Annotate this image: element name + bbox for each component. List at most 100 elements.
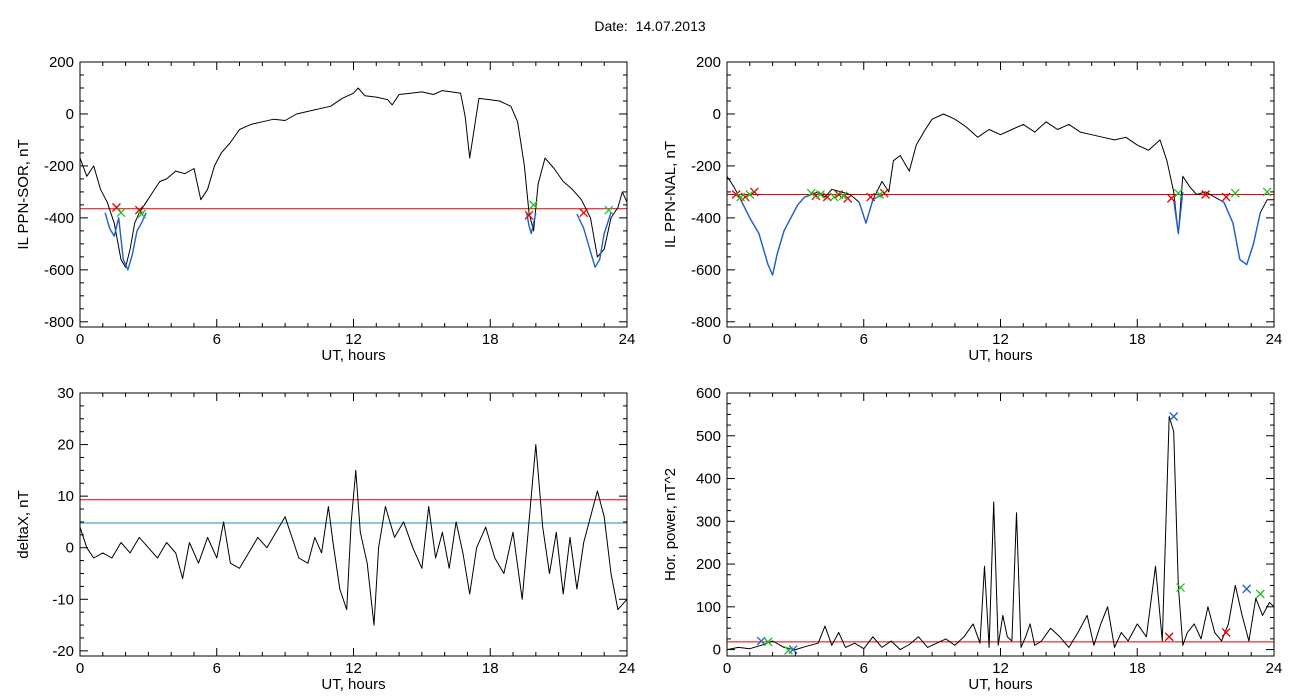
marker-green [829, 192, 839, 202]
x-tick-label: 6 [860, 660, 868, 677]
plot-area [727, 412, 1274, 655]
y-tick-label: 400 [696, 471, 721, 488]
y-tick-label: 200 [696, 556, 721, 573]
y-tick-label: 0 [713, 642, 721, 659]
series-line-blue-2 [858, 193, 883, 224]
marker-red [866, 192, 876, 202]
plot-frame [726, 392, 1275, 657]
y-tick-label: 600 [696, 385, 721, 402]
y-tick-label: -200 [691, 158, 721, 175]
plot-frame [79, 392, 628, 657]
y-tick-label: 0 [713, 106, 721, 123]
marker-red [579, 208, 589, 218]
panel-1: 0 6 12 18 24 200 0 -200 -400 -600 -800 UT, hours IL … [15, 54, 635, 364]
marker-red [731, 190, 741, 199]
x-axis-label: UT, hours [321, 347, 385, 364]
x-tick-label: 24 [619, 660, 636, 677]
marker-red [1201, 190, 1211, 199]
y-axis-label: IL PPN-SOR, nT [15, 139, 32, 249]
x-tick-label: 12 [345, 331, 362, 348]
series-line-blue-3 [1173, 191, 1184, 235]
y-axis-label: deltaX, nT [15, 490, 32, 558]
series-line-blue-1 [740, 193, 812, 276]
marker-red [1164, 632, 1174, 642]
x-tick-label: 6 [860, 331, 868, 348]
y-tick-label: -800 [44, 314, 74, 331]
marker-red [749, 187, 759, 197]
marker-red [1166, 193, 1176, 203]
date-value: 14.07.2013 [635, 18, 706, 34]
y-tick-label: -400 [44, 210, 74, 227]
y-tick-label: 500 [696, 428, 721, 445]
series-line-blue-4 [1218, 199, 1261, 266]
y-tick-label: 30 [57, 385, 74, 402]
y-tick-label: -20 [52, 643, 74, 660]
panel-3: 0 6 12 18 24 30 20 10 0 -10 -20 UT, hours deltaX, nT [15, 385, 635, 693]
marker-red [1221, 192, 1231, 202]
date-label: Date: [594, 18, 628, 34]
y-tick-label: 200 [49, 54, 74, 71]
marker-red [524, 210, 534, 220]
x-tick-label: 18 [482, 331, 499, 348]
panel-4: 0 6 12 18 24 600 500 400 300 200 100 0 UT, hours Hor.… [662, 385, 1282, 693]
x-tick-label: 0 [723, 660, 731, 677]
plot-area [80, 87, 627, 271]
marker-green [137, 209, 146, 219]
x-tick-label: 24 [619, 331, 636, 348]
marker-green [875, 190, 885, 199]
marker-blue [1242, 584, 1252, 594]
x-tick-label: 24 [1266, 331, 1283, 348]
x-tick-label: 12 [992, 331, 1009, 348]
plot-area [80, 444, 627, 626]
marker-green [815, 190, 825, 199]
x-tick-label: 18 [482, 660, 499, 677]
y-axis-label: IL PPN-NAL, nT [662, 141, 679, 248]
marker-green [604, 205, 614, 215]
marker-green [1176, 583, 1186, 593]
y-tick-label: -800 [691, 314, 721, 331]
x-tick-label: 18 [1129, 660, 1146, 677]
marker-green [116, 208, 126, 218]
page-title: Date: 14.07.2013 [0, 18, 1300, 34]
series-line-blue-1 [104, 212, 147, 271]
series-line-black-0 [727, 416, 1274, 651]
x-axis-label: UT, hours [321, 676, 385, 693]
y-axis-label: Hor. power, nT^2 [662, 468, 679, 581]
marker-green [838, 191, 848, 201]
y-tick-label: -600 [691, 262, 721, 279]
series-line-blue-2 [526, 212, 537, 235]
series-line-black-0 [80, 87, 627, 268]
marker-red [822, 192, 832, 202]
marker-green [1255, 589, 1265, 599]
marker-green [1173, 188, 1183, 198]
series-line-black-0 [80, 444, 627, 626]
panel-2: 0 6 12 18 24 200 0 -200 -400 -600 -800 UT, hours IL … [662, 54, 1282, 364]
x-tick-label: 12 [992, 660, 1009, 677]
y-tick-label: -400 [691, 210, 721, 227]
marker-green [763, 637, 773, 647]
x-tick-label: 6 [213, 660, 221, 677]
x-tick-label: 6 [213, 331, 221, 348]
x-axis-label: UT, hours [968, 676, 1032, 693]
marker-green [806, 188, 816, 198]
y-tick-label: 20 [57, 437, 74, 454]
y-tick-label: 0 [66, 106, 74, 123]
x-tick-label: 12 [345, 660, 362, 677]
x-tick-label: 0 [723, 331, 731, 348]
y-tick-label: 0 [66, 540, 74, 557]
x-tick-label: 24 [1266, 660, 1283, 677]
y-tick-label: 300 [696, 513, 721, 530]
y-tick-label: -600 [44, 262, 74, 279]
series-line-blue-3 [576, 212, 612, 268]
y-tick-label: -10 [52, 591, 74, 608]
marker-green [1262, 187, 1272, 197]
y-tick-label: 100 [696, 599, 721, 616]
marker-green [529, 200, 539, 210]
y-tick-label: -200 [44, 158, 74, 175]
y-tick-label: 10 [57, 488, 74, 505]
y-tick-label: 200 [696, 54, 721, 71]
marker-blue [1169, 412, 1179, 421]
plot-frame [79, 61, 628, 328]
x-tick-label: 0 [76, 331, 84, 348]
